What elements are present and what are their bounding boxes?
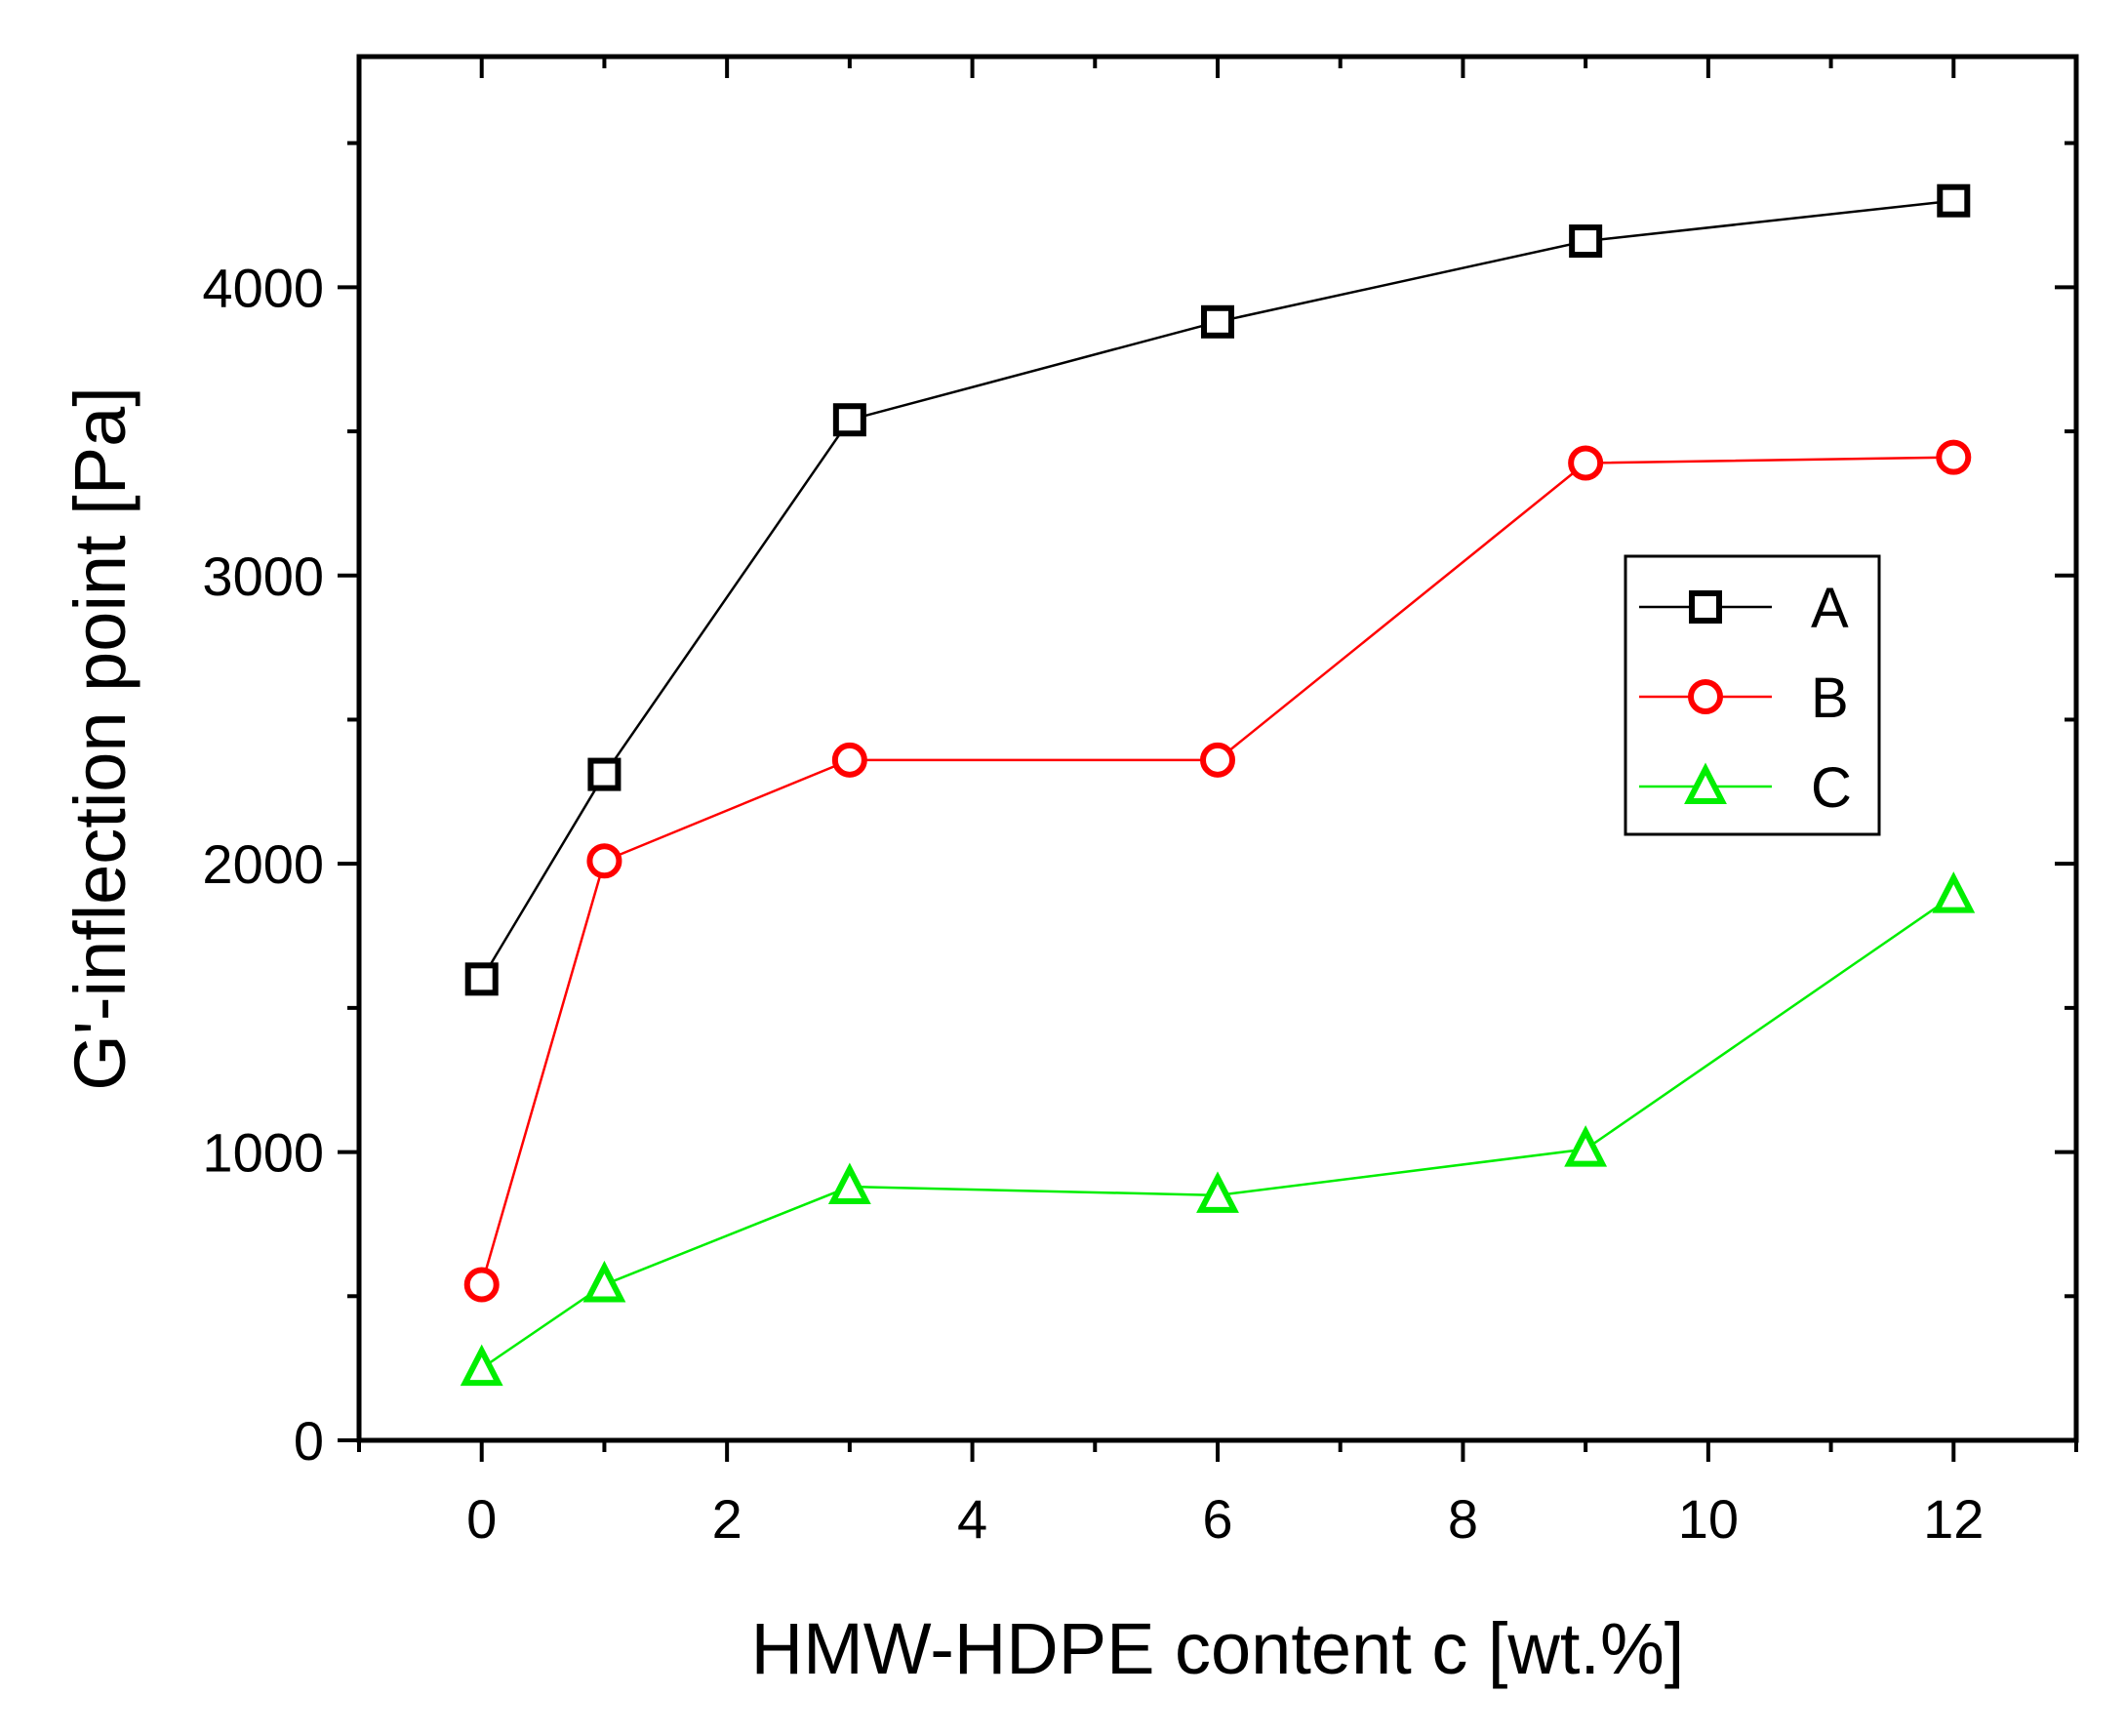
x-tick-label: 6 bbox=[1202, 1488, 1232, 1550]
y-axis-title: G'-inflection point [Pa] bbox=[60, 386, 140, 1091]
axes: 0 2 4 6 8 10 12 0 1000 2000 3000 4000 bbox=[202, 54, 2079, 1550]
data-point-B bbox=[831, 742, 867, 778]
legend-marker bbox=[1684, 762, 1727, 804]
data-point-B bbox=[463, 1267, 500, 1303]
data-point-B bbox=[1936, 439, 1972, 475]
legend: ABC bbox=[1624, 554, 1881, 836]
series-line-A bbox=[480, 199, 1954, 980]
legend-marker bbox=[1688, 679, 1723, 714]
legend-item-B: B bbox=[1639, 666, 1849, 730]
legend-label: C bbox=[1811, 756, 1852, 820]
data-point-B bbox=[1200, 742, 1235, 778]
x-tick-label: 10 bbox=[1678, 1488, 1739, 1550]
data-point-C bbox=[1196, 1171, 1239, 1213]
x-tick-label: 0 bbox=[466, 1488, 497, 1550]
x-tick-label: 4 bbox=[957, 1488, 987, 1550]
data-point-A bbox=[587, 757, 622, 791]
y-tick-label: 4000 bbox=[202, 257, 324, 318]
legend-label: B bbox=[1811, 666, 1849, 730]
y-tick-label: 3000 bbox=[202, 545, 324, 607]
x-tick-label: 2 bbox=[712, 1488, 742, 1550]
series-line-C bbox=[481, 894, 1954, 1370]
data-point-A bbox=[832, 403, 866, 437]
series-line-B bbox=[480, 456, 1954, 1285]
x-tick-label: 8 bbox=[1448, 1488, 1478, 1550]
y-tick-label: 2000 bbox=[202, 833, 324, 895]
data-point-B bbox=[586, 843, 622, 879]
data-point-A bbox=[1569, 224, 1603, 259]
data-point-A bbox=[464, 962, 499, 996]
legend-item-C: C bbox=[1639, 756, 1852, 820]
data-point-C bbox=[1932, 871, 1976, 913]
data-point-C bbox=[1564, 1125, 1608, 1167]
legend-box bbox=[1624, 554, 1881, 836]
data-point-C bbox=[827, 1162, 871, 1205]
x-axis-title: HMW-HDPE content c [wt.%] bbox=[751, 1608, 1685, 1689]
series-C bbox=[460, 871, 1976, 1387]
data-point-A bbox=[1201, 304, 1234, 339]
series-B bbox=[463, 439, 1972, 1303]
data-point-A bbox=[1937, 183, 1971, 218]
x-tick-label: 12 bbox=[1923, 1488, 1984, 1550]
legend-label: A bbox=[1811, 577, 1849, 640]
y-tick-label: 1000 bbox=[202, 1122, 324, 1184]
data-point-C bbox=[582, 1260, 626, 1303]
data-point-B bbox=[1568, 445, 1604, 481]
y-tick-label: 0 bbox=[294, 1410, 324, 1472]
series-A bbox=[464, 183, 1971, 996]
legend-marker bbox=[1689, 590, 1722, 624]
plot-series bbox=[460, 183, 1976, 1387]
legend-item-A: A bbox=[1639, 577, 1849, 640]
data-point-C bbox=[460, 1344, 503, 1387]
